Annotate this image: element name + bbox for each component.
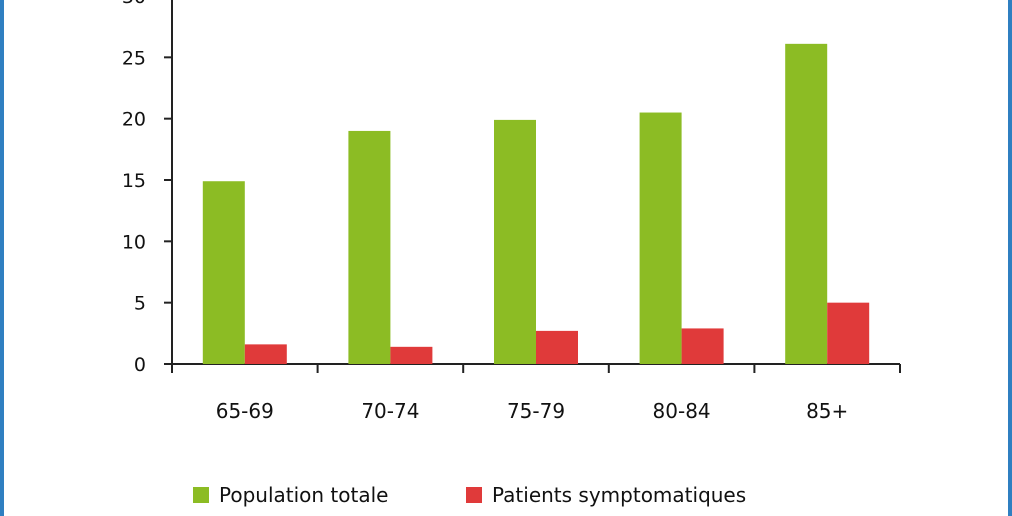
bar-patients-symptomatiques (827, 302, 870, 364)
bar-population-totale (202, 181, 245, 364)
y-tick-label: 5 (134, 293, 146, 315)
legend-label-patients-symptomatiques: Patients symptomatiques (492, 483, 747, 507)
bar-population-totale (639, 112, 682, 365)
legend: Population totale Patients symptomatique… (0, 478, 1012, 512)
bar-population-totale (494, 119, 536, 364)
bar-patients-symptomatiques (681, 328, 724, 364)
y-tick-label: 0 (134, 354, 146, 376)
y-tick-label: 30 (122, 0, 146, 8)
y-tick-label: 20 (122, 109, 146, 131)
legend-item-patients-symptomatiques: Patients symptomatiques (466, 478, 746, 512)
bar-patients-symptomatiques (244, 344, 287, 364)
bar-population-totale (348, 130, 391, 364)
x-category-label: 65-69 (216, 399, 274, 423)
bar-patients-symptomatiques (390, 346, 433, 364)
x-category-label: 70-74 (361, 399, 419, 423)
y-tick-label: 25 (122, 47, 146, 69)
legend-item-population-totale: Population totale (193, 478, 388, 512)
x-category-label: 85+ (806, 399, 848, 423)
bar-patients-symptomatiques (536, 330, 578, 364)
legend-swatch-population-totale (193, 487, 209, 503)
bar-population-totale (785, 43, 828, 365)
legend-label-population-totale: Population totale (219, 483, 389, 507)
x-category-label: 75-79 (507, 399, 565, 423)
legend-swatch-patients-symptomatiques (466, 487, 482, 503)
y-tick-label: 10 (122, 231, 146, 253)
x-category-label: 80-84 (653, 399, 711, 423)
y-tick-label: 15 (122, 170, 146, 192)
